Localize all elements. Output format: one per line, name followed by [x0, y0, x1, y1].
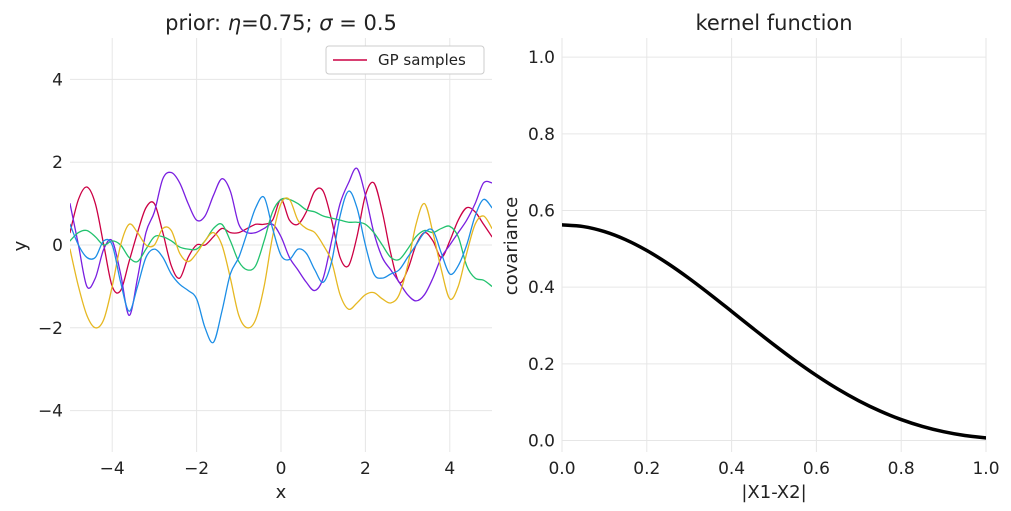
- left-y-tick-label: −2: [38, 319, 63, 339]
- left-x-tick-label: −2: [184, 459, 209, 479]
- legend-label: GP samples: [378, 51, 466, 69]
- left-series-line-sample-blue: [70, 190, 492, 344]
- left-series-line-sample-green: [70, 197, 492, 288]
- right-y-tick-label: 0.6: [528, 202, 555, 222]
- left-y-tick-label: 4: [52, 70, 63, 90]
- left-y-axis-label: y: [10, 240, 31, 251]
- right-series-line-kernel: [562, 223, 986, 440]
- right-y-tick-label: 0.4: [528, 278, 555, 298]
- right-y-tick-label: 0.2: [528, 355, 555, 375]
- right-x-tick-label: 0.6: [803, 459, 830, 479]
- right-x-tick-label: 0.0: [548, 459, 575, 479]
- left-x-tick-label: −4: [100, 459, 125, 479]
- right-y-tick-label: 0.8: [528, 125, 555, 145]
- left-chart-title: prior: η=0.75; σ = 0.5: [165, 11, 397, 35]
- left-y-tick-label: 0: [52, 236, 63, 256]
- left-series-line-sample-purple: [70, 167, 492, 317]
- left-y-tick-labels: −4 −2 0 2 4: [38, 70, 63, 421]
- right-x-tick-label: 1.0: [972, 459, 999, 479]
- right-panel-kernel-function: kernel function 0.0 0.2 0.4 0.6 0.8 1.0 0.00.…: [501, 11, 1000, 503]
- left-x-tick-label: 2: [360, 459, 371, 479]
- right-x-tick-label: 0.2: [633, 459, 660, 479]
- right-gridlines: [561, 38, 987, 452]
- right-x-tick-label: 0.8: [888, 459, 915, 479]
- left-y-tick-label: 2: [52, 153, 63, 173]
- right-series-group: [562, 223, 986, 440]
- right-y-tick-label: 0.0: [528, 432, 555, 452]
- left-x-tick-labels: −4 −2 0 2 4: [100, 459, 456, 479]
- right-x-tick-labels: 0.0 0.2 0.4 0.6 0.8 1.0: [548, 459, 999, 479]
- right-y-tick-label: 1.0: [528, 48, 555, 68]
- left-series-group: [70, 167, 492, 344]
- legend: GP samples: [325, 45, 485, 75]
- left-y-tick-label: −4: [38, 402, 63, 422]
- left-x-tick-label: 0: [276, 459, 287, 479]
- right-x-tick-label: 0.4: [718, 459, 745, 479]
- left-panel-gp-prior: prior: η=0.75; σ = 0.5 −4 −2 0 2 4 −4 −2 0 2 4 x…: [10, 11, 492, 503]
- right-x-axis-label: |X1-X2|: [741, 482, 806, 503]
- left-x-axis-label: x: [276, 482, 287, 503]
- right-y-axis-label: covariance: [501, 197, 522, 295]
- right-y-tick-labels: 0.0 0.2 0.4 0.6 0.8 1.0: [528, 48, 555, 451]
- right-chart-title: kernel function: [695, 11, 852, 35]
- left-series-line-sample-yellow: [70, 197, 492, 329]
- left-x-tick-label: 4: [444, 459, 455, 479]
- legend-box: [325, 45, 485, 75]
